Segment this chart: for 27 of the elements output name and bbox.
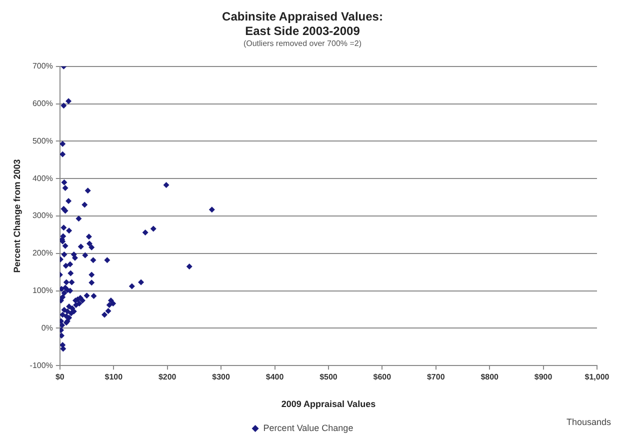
text: Cabinsite Appraised Values: <box>222 10 383 24</box>
x-tick-label: $700 <box>426 372 446 382</box>
x-tick-label: $400 <box>266 372 284 382</box>
y-tick-label: 200% <box>32 248 53 258</box>
x-tick-label: $1,000 <box>584 372 610 382</box>
y-tick-label: 300% <box>32 211 53 220</box>
chart-subtitle: (Outliers removed over 700% =2) <box>243 38 362 48</box>
x-tick-label: $600 <box>373 372 392 382</box>
x-axis-title: 2009 Appraisal Values <box>281 399 376 410</box>
x-tick-label: $100 <box>104 372 124 382</box>
x-tick-label: $0 <box>55 372 65 382</box>
y-tick-label: 600% <box>32 99 53 108</box>
y-tick-label: 500% <box>32 136 53 146</box>
y-tick-label: 700% <box>32 62 53 71</box>
legend-label: Percent Value Change <box>263 422 354 433</box>
x-tick-label: $900 <box>534 372 553 382</box>
y-tick-label: -100% <box>30 360 53 370</box>
y-tick-label: 100% <box>32 286 53 296</box>
y-tick-label: 400% <box>32 174 53 183</box>
x-tick-label: $300 <box>212 372 230 382</box>
text: East Side 2003-2009 <box>245 24 360 38</box>
x-tick-label: $500 <box>320 372 338 382</box>
x-tick-label: $200 <box>158 372 177 382</box>
text: Thousands <box>566 416 612 427</box>
x-tick-label: $800 <box>480 372 500 382</box>
y-axis-title: Percent Change from 2003 <box>12 159 22 273</box>
y-tick-label: 0% <box>41 323 53 332</box>
